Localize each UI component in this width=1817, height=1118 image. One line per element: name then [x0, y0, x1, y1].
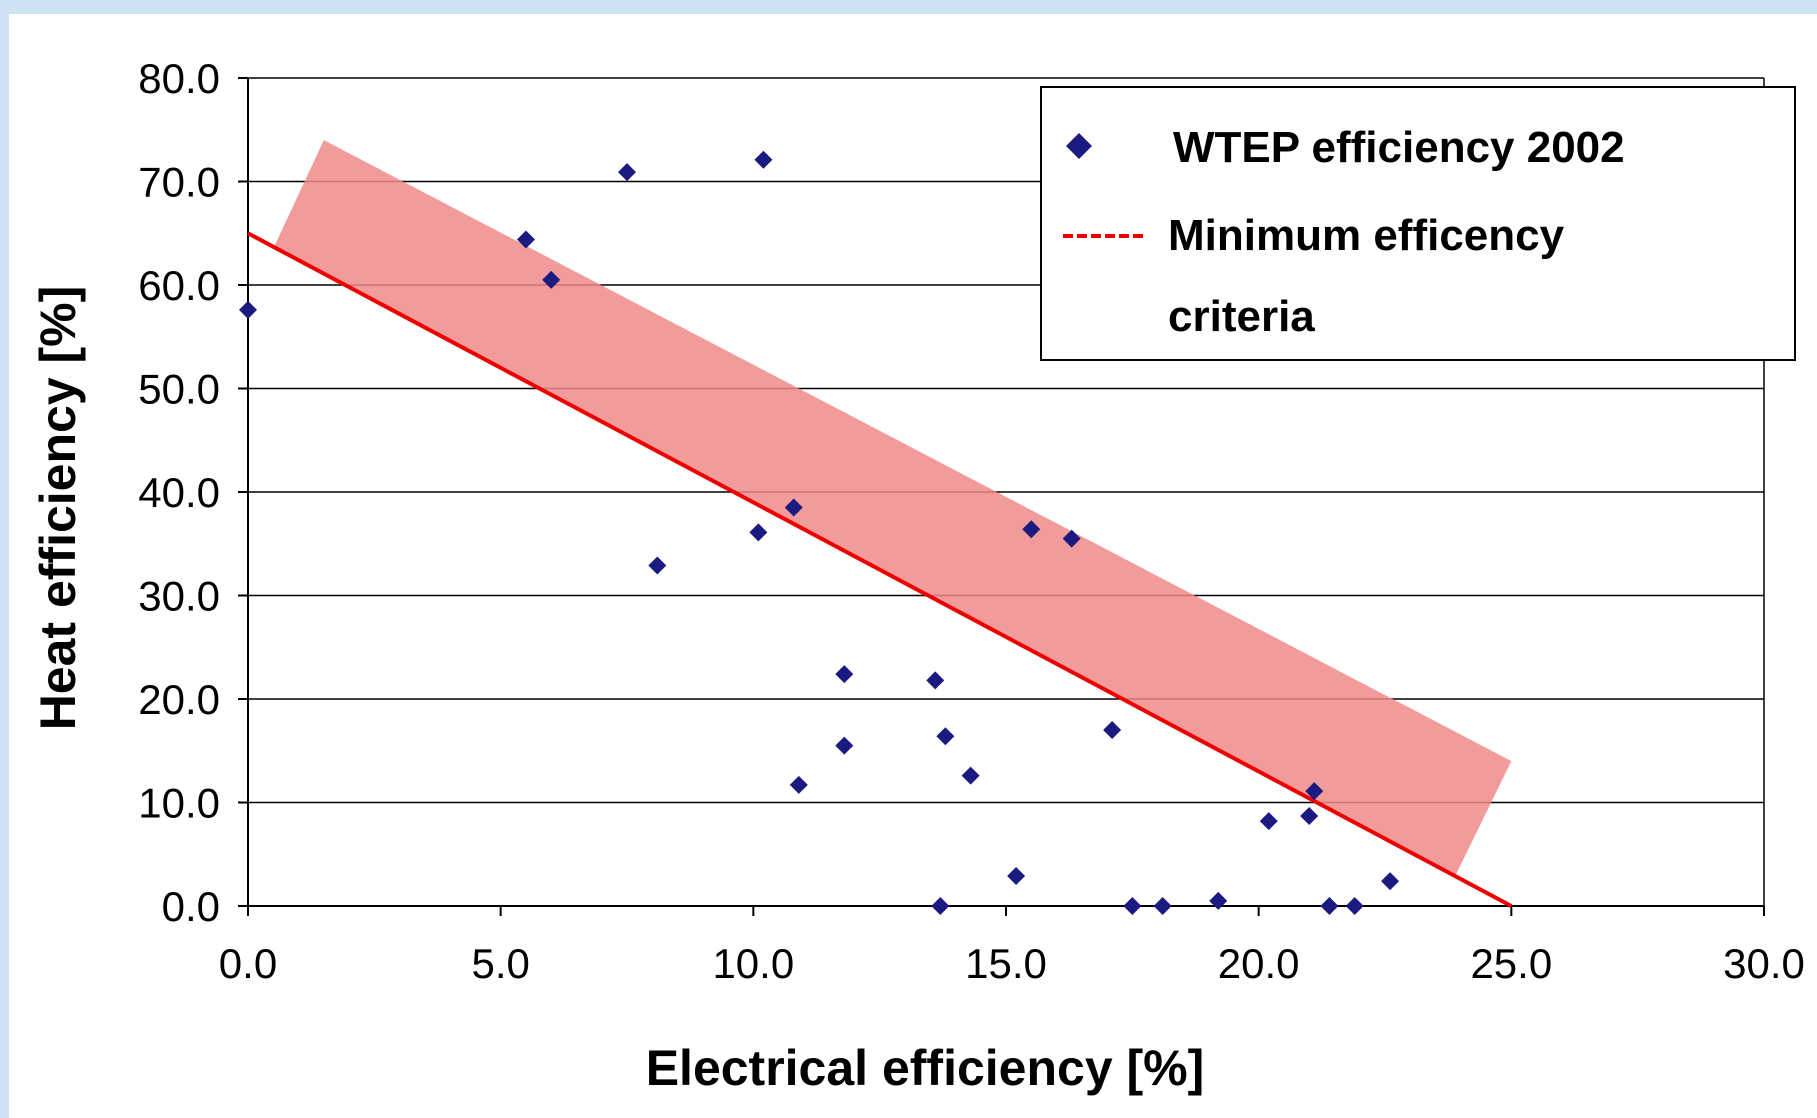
axis-tick-labels: 0.0 10.0 20.0 30.0 40.0 50.0 60.0 70.0 80.0 0.0 5.… — [138, 55, 1805, 987]
minimum-criteria-segment — [247, 231, 1513, 908]
y-tick-label-7: 70.0 — [138, 159, 220, 206]
data-point-25 — [1320, 897, 1339, 915]
data-point-9 — [835, 665, 854, 684]
data-point-7 — [784, 498, 803, 517]
x-axis-title: Electrical efficiency [%] — [646, 1040, 1205, 1096]
data-point-23 — [1300, 806, 1319, 825]
data-point-1 — [516, 230, 535, 249]
minimum-criteria-line — [247, 231, 1513, 908]
data-point-18 — [1103, 721, 1122, 740]
data-point-10 — [835, 736, 854, 755]
data-point-22 — [1259, 812, 1278, 831]
legend-label-line-2: criteria — [1168, 292, 1315, 341]
data-point-17 — [1062, 529, 1081, 548]
y-tick-label-0: 0.0 — [162, 883, 220, 930]
x-tick-label-5: 25.0 — [1470, 940, 1552, 987]
data-point-12 — [931, 897, 950, 915]
data-point-2 — [542, 270, 561, 289]
legend-box — [1040, 86, 1796, 361]
y-axis-title: Heat efficiency [%] — [30, 286, 86, 731]
data-point-3 — [618, 163, 636, 182]
data-point-4 — [648, 556, 667, 575]
y-tick-label-2: 20.0 — [138, 676, 220, 723]
data-point-24 — [1305, 782, 1324, 801]
data-point-19 — [1123, 897, 1142, 915]
x-tick-label-1: 5.0 — [471, 940, 529, 987]
data-point-20 — [1153, 897, 1172, 915]
y-tick-label-8: 80.0 — [138, 55, 220, 102]
x-tick-label-6: 30.0 — [1723, 940, 1805, 987]
data-point-0 — [239, 300, 257, 319]
data-point-26 — [1345, 897, 1364, 915]
data-point-5 — [749, 523, 768, 542]
x-tick-label-2: 10.0 — [712, 940, 794, 987]
data-point-6 — [754, 150, 773, 169]
data-point-21 — [1209, 891, 1228, 910]
legend-diamond-icon — [1066, 133, 1092, 159]
data-point-11 — [926, 671, 945, 690]
efficiency-band — [273, 140, 1512, 875]
data-point-8 — [789, 775, 808, 794]
x-tick-label-0: 0.0 — [219, 940, 277, 987]
data-point-27 — [1381, 872, 1400, 891]
y-tick-label-1: 10.0 — [138, 780, 220, 827]
legend-label-line-1: Minimum efficency — [1168, 211, 1565, 260]
y-tick-label-6: 60.0 — [138, 262, 220, 309]
legend: WTEP efficiency 2002 Minimum efficency c… — [1040, 86, 1796, 361]
shaded-band-0 — [273, 140, 1512, 875]
x-tick-label-4: 20.0 — [1218, 940, 1300, 987]
data-point-16 — [1022, 520, 1041, 539]
data-point-15 — [1007, 866, 1026, 885]
y-tick-label-3: 30.0 — [138, 573, 220, 620]
data-point-14 — [961, 766, 980, 785]
y-tick-label-4: 40.0 — [138, 469, 220, 516]
data-point-13 — [936, 727, 955, 746]
legend-label-line: Minimum efficency criteria — [1168, 211, 1576, 341]
x-tick-label-3: 15.0 — [965, 940, 1047, 987]
y-tick-label-5: 50.0 — [138, 366, 220, 413]
data-points — [239, 150, 1400, 915]
legend-label-points: WTEP efficiency 2002 — [1173, 123, 1625, 172]
